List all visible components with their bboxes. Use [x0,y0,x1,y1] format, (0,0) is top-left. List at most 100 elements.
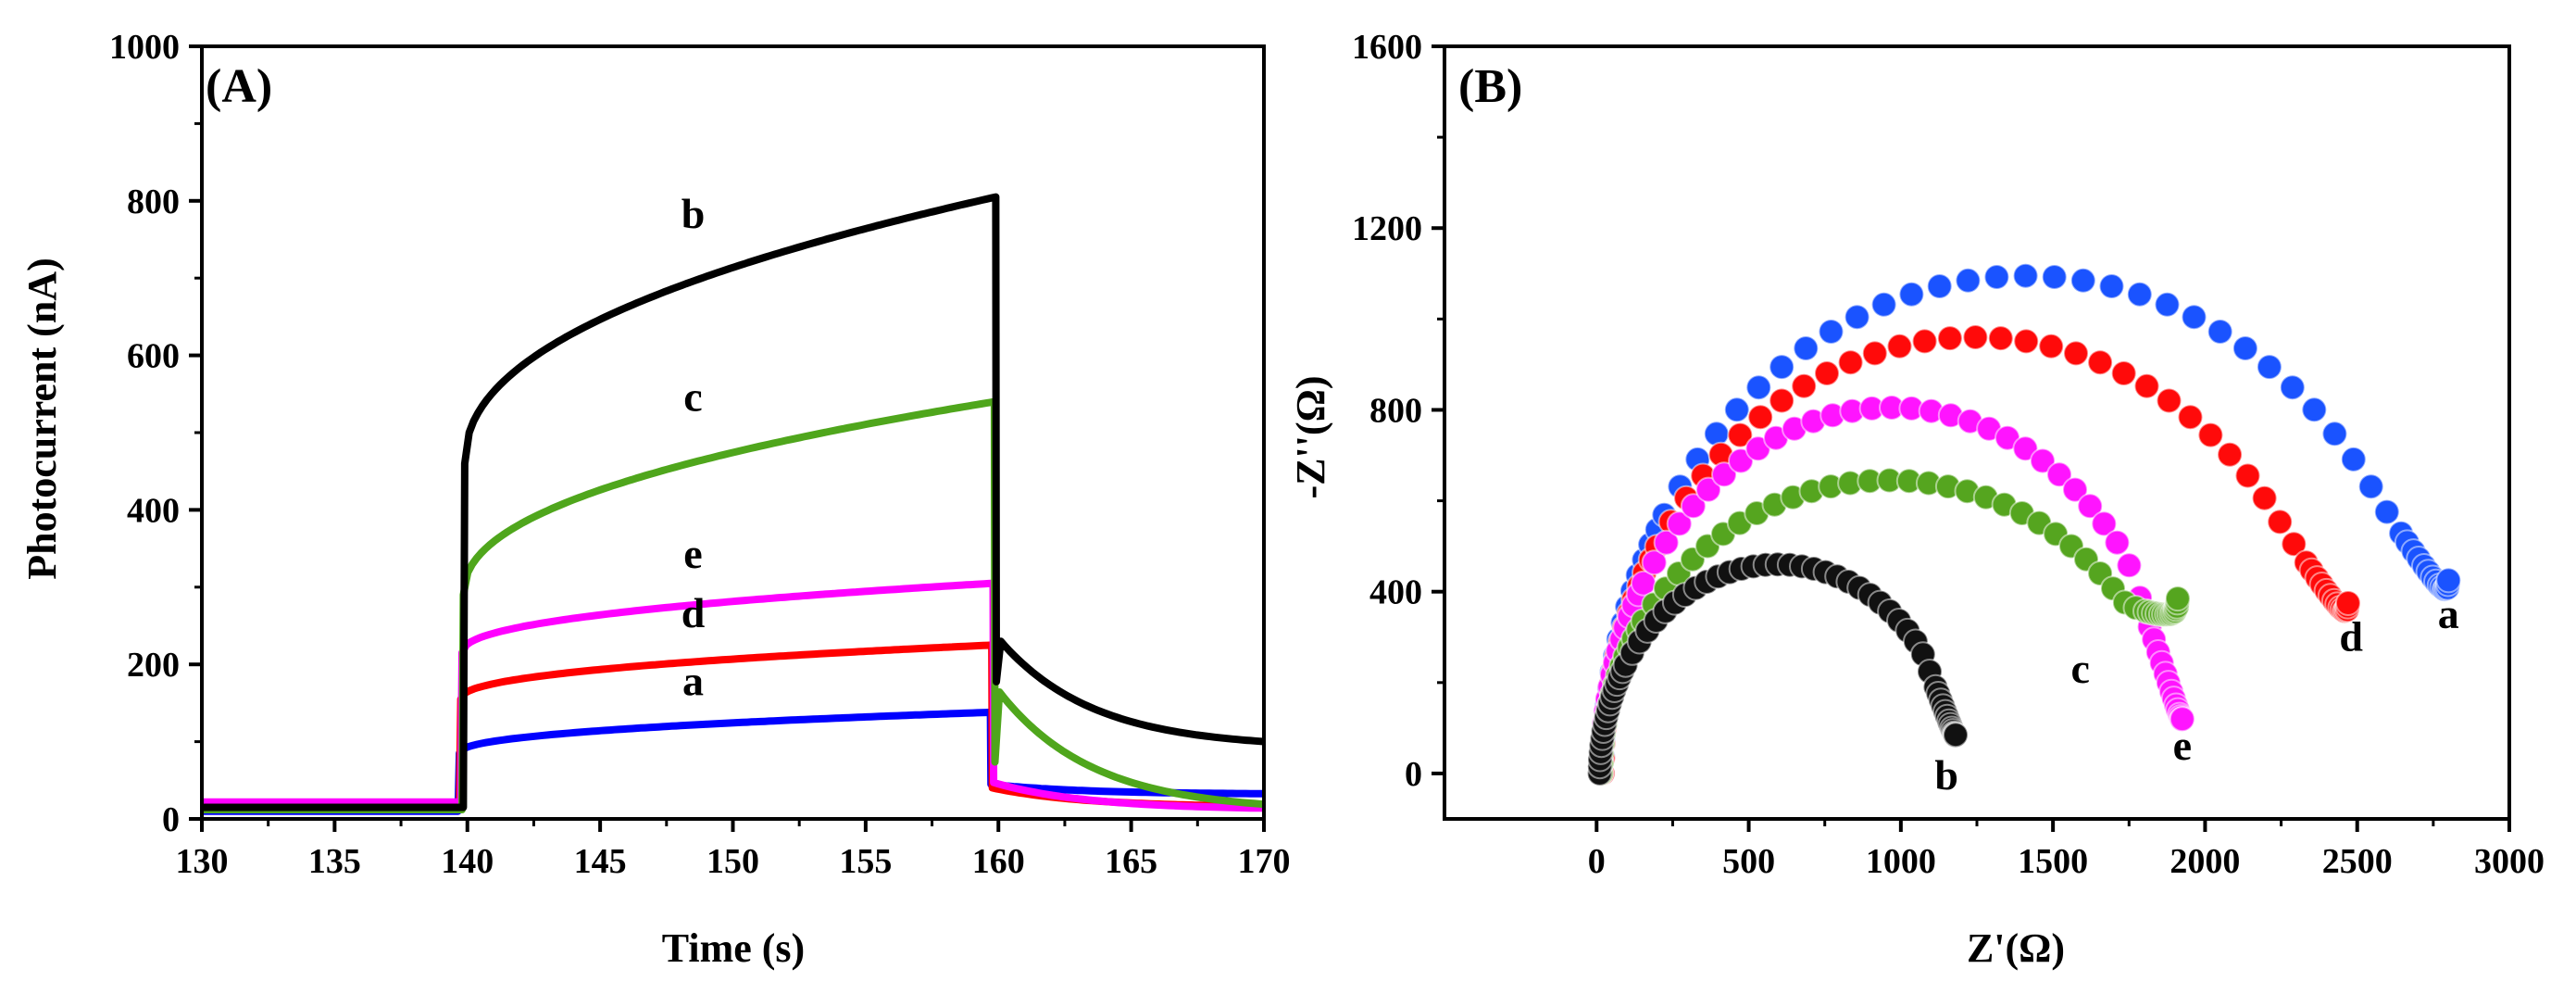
series-a-point [2340,446,2367,472]
series-e-point [2046,461,2072,488]
series-a-point [1898,281,1925,308]
series-e-line [202,579,1265,812]
panel-b-x-tick-label: 500 [1722,842,1775,881]
series-a-point [1926,273,1953,299]
series-a-point [2232,335,2258,361]
series-b-points [1586,551,1969,786]
series-c-label: c [2071,645,2090,692]
series-b-point [1943,722,1969,749]
series-a-point [2435,567,2462,594]
series-a-point [2301,396,2328,423]
series-d-point [1861,340,1888,367]
panel-a-photocurrent-chart: (A) Photocurrent (nA) Time (s) b c eda 130 1… [19,28,1291,971]
panel-a-x-tick-label: 135 [308,842,361,881]
series-c-label: c [683,373,702,421]
panel-b-y-tick-label: 1600 [1352,28,1422,67]
series-d-point [2267,509,2294,535]
panel-b-nyquist-chart: (B) -Z''(Ω) Z'(Ω) b c e d a 0 500 1000 1500 2000 2… [1288,28,2545,971]
series-a-point [1818,319,1844,345]
series-e-point [1653,529,1680,556]
series-e-point [1711,461,1737,488]
series-a-point [1844,304,1870,331]
series-a-point [1983,264,2010,290]
panel-a-x-tick-label: 140 [441,842,494,881]
series-a-point [1793,335,1819,361]
series-e-label: e [2173,722,2192,769]
series-d-point [1814,360,1840,386]
panel-b-y-tick-label: 800 [1369,391,1422,430]
series-a-point [2154,291,2181,318]
series-d-point [2013,328,2040,355]
panel-a-y-tick-label: 800 [127,182,180,221]
panel-b-y-tick-label: 0 [1405,755,1422,794]
panel-b-x-axis-title: Z'(Ω) [1967,925,2065,971]
series-e-point [2062,476,2088,503]
series-a-point [1955,267,1982,294]
panel-b-y-tick-label: 1200 [1352,209,1422,248]
series-a-point [2012,262,2039,289]
series-d-label: d [2339,612,2363,660]
panel-a-y-tick-label: 200 [127,646,180,685]
series-a-point [1745,374,1772,401]
panel-a-x-tick-label: 155 [839,842,892,881]
panel-b-curves [1586,262,2462,786]
series-d-point [1791,372,1818,399]
series-e-point [2030,447,2056,474]
panel-b-y-axis-title: -Z''(Ω) [1288,376,1333,499]
panel-a-y-tick-label: 600 [127,337,180,376]
series-e-point [2091,510,2118,537]
panel-a-y-axis-title: Photocurrent (nA) [19,258,65,579]
series-d-point [2217,441,2244,468]
panel-a-x-tick-label: 145 [574,842,627,881]
panel-a-x-tick-label: 165 [1105,842,1157,881]
panel-a-x-axis-title: Time (s) [662,925,805,971]
series-e-point [2104,529,2131,556]
series-a-point [2321,421,2348,447]
series-a-point [2181,304,2207,331]
series-c-point [2164,585,2191,612]
panel-a-label: (A) [206,60,272,113]
series-b-label: b [682,190,706,237]
series-d-point [2156,387,2182,414]
panel-b-y-tick-label: 400 [1369,573,1422,612]
panel-a-x-tick-label: 160 [972,842,1025,881]
series-d-point [2334,590,2361,616]
panel-a-y-tick-label: 0 [162,800,180,839]
series-a-point [1769,354,1795,381]
series-e-point [2169,706,2195,733]
series-d-point [1987,325,2014,352]
series-d-point [1911,328,1938,355]
series-e-point [1666,510,1693,537]
series-e-point [2116,552,2143,579]
series-e-point [1680,493,1707,520]
series-d-point [2251,484,2278,511]
series-a-point [2373,498,2400,525]
panel-a-x-tick-label: 170 [1238,842,1291,881]
series-e-point [2077,493,2104,520]
series-b-line [202,193,1265,812]
series-d-point [1747,404,1774,431]
panel-b-x-tick-label: 3000 [2474,842,2545,881]
series-d-point [2177,404,2204,431]
series-e-point [1641,549,1668,576]
series-d-point [2234,462,2261,489]
series-a-point [1870,291,1897,318]
series-d-point [1769,387,1795,414]
series-d-point [2133,372,2160,399]
series-a-point [2357,473,2384,500]
series-d-point [1962,324,1989,350]
panel-b-label: (B) [1458,60,1522,113]
panel-a-y-tick-label: 1000 [109,28,180,67]
series-a-point [2041,264,2068,290]
panel-a-curves [202,193,1265,815]
panel-b-x-tick-label: 2500 [2322,842,2393,881]
series-a-label: a [682,658,704,705]
panel-a-frame [200,44,1266,821]
series-c-line [202,397,1265,813]
series-d-line [202,641,1265,813]
series-d-point [2063,340,2089,367]
series-e-point [1695,476,1721,503]
series-d-point [2197,422,2224,448]
series-d-point [2110,360,2137,386]
